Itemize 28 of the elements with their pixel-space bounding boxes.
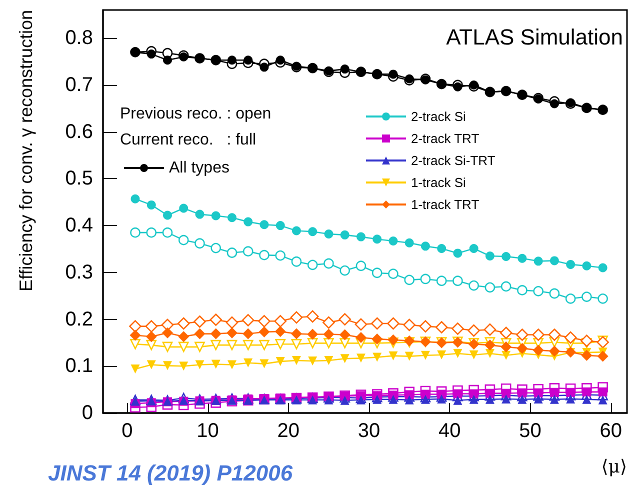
legend-label: 1-track TRT xyxy=(411,197,480,212)
legend-label: 2-track Si xyxy=(411,109,466,124)
x-tick-label: 40 xyxy=(438,420,461,442)
y-tick-label: 0.5 xyxy=(65,168,93,190)
y-tick-label: 0.8 xyxy=(65,27,93,50)
x-tick-label: 0 xyxy=(122,420,133,442)
y-tick-label: 0.7 xyxy=(65,74,93,96)
annotation: Previous reco. : open xyxy=(120,106,272,122)
legend-label: 1-track Si xyxy=(411,175,466,190)
y-tick-label: 0.1 xyxy=(65,355,93,378)
y-axis-title: Efficiency for conv. γ reconstruction xyxy=(16,10,36,292)
y-tick-label: 0.2 xyxy=(65,308,93,330)
x-tick-label: 20 xyxy=(277,420,300,442)
x-tick-label: 30 xyxy=(358,420,380,442)
x-axis-title: ⟨μ⟩ xyxy=(601,456,627,478)
y-tick-label: 0.6 xyxy=(65,120,93,143)
legend-label: 2-track TRT xyxy=(411,131,480,146)
legend-label: 2-track Si-TRT xyxy=(411,153,496,168)
text: JINST 14 (2019) P12006 xyxy=(48,460,294,485)
y-tick-label: 0.4 xyxy=(65,214,93,237)
x-tick-label: 50 xyxy=(519,420,542,442)
annotation: ATLAS Simulation xyxy=(446,24,624,50)
annotation: Current reco. : full xyxy=(120,132,256,148)
x-tick-label: 60 xyxy=(600,420,622,442)
x-tick-label: 10 xyxy=(196,420,219,442)
y-tick-label: 0 xyxy=(82,402,93,424)
y-tick-label: 0.3 xyxy=(65,261,93,284)
legend-label: All types xyxy=(169,160,230,176)
